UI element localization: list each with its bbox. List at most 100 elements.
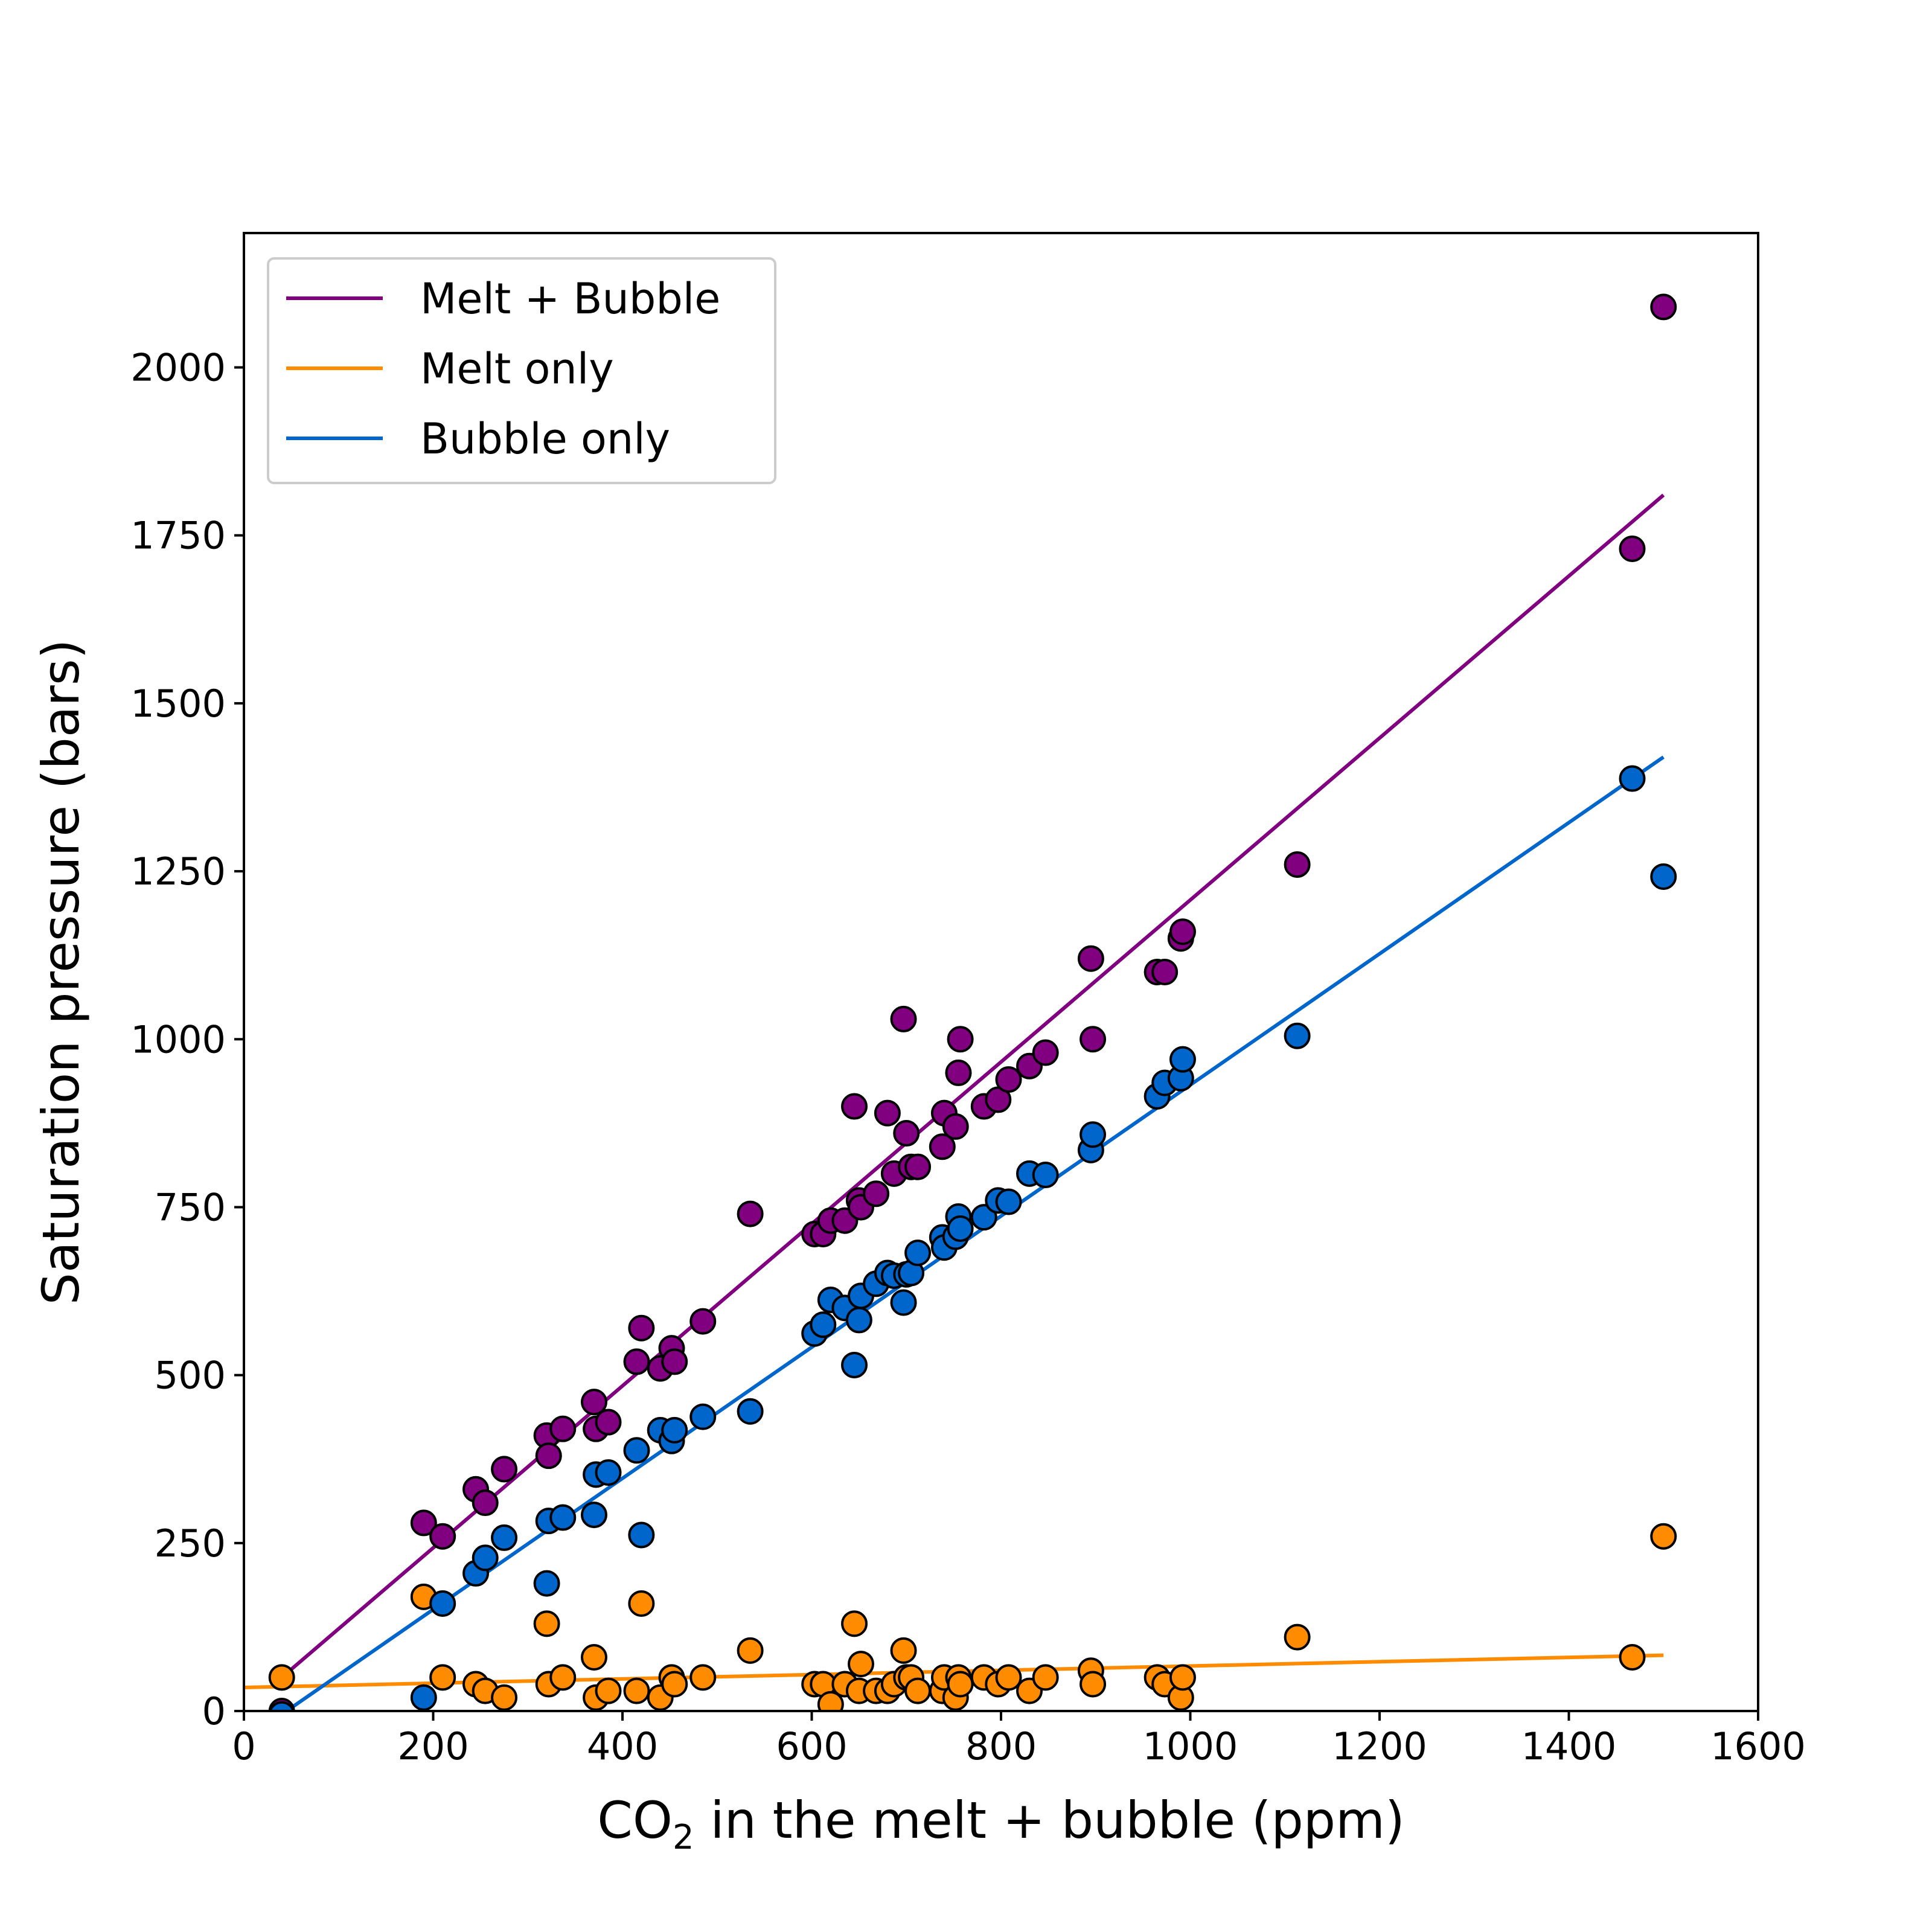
data-point [845,1307,872,1334]
y-tick-label: 1250 [130,849,226,894]
y-tick-label: 1750 [130,514,226,558]
data-point [580,1643,607,1671]
data-point [1080,1671,1107,1698]
trend-line-2 [283,755,1665,1711]
data-point [595,1409,622,1436]
data-point [848,1651,875,1678]
data-point [1032,1039,1059,1066]
y-tick-label: 1000 [130,1017,226,1061]
series-points-0 [268,293,1677,1711]
y-tick-label: 2000 [130,346,226,390]
data-point [1284,1623,1311,1651]
data-point [904,1153,932,1180]
data-point [623,1677,650,1704]
data-point [1619,765,1646,792]
y-tick-label: 250 [155,1521,226,1566]
data-point [472,1544,499,1572]
data-point [269,1701,295,1711]
data-point [1650,1523,1677,1550]
x-tick-label: 800 [965,1724,1037,1768]
data-point [1169,1046,1196,1073]
data-point [535,1442,562,1470]
data-point [890,1005,917,1032]
data-point [628,1521,655,1549]
data-point [737,1200,764,1227]
data-point [863,1180,890,1208]
data-point [904,1677,932,1704]
data-point [580,1502,607,1529]
y-tick-label: 0 [202,1689,226,1733]
data-point [491,1684,518,1711]
data-point [942,1113,969,1140]
data-point [817,1690,844,1711]
data-point [549,1504,577,1531]
data-point [623,1348,650,1375]
x-tick-label: 1000 [1143,1724,1238,1768]
x-tick-label: 600 [776,1724,847,1768]
data-point [268,1664,295,1691]
data-point [1619,535,1646,562]
series-points-2 [269,765,1677,1711]
data-point [628,1314,655,1342]
data-point [1032,1162,1059,1189]
data-point [1650,863,1677,890]
y-tick-label: 500 [155,1354,226,1398]
legend: Melt + Bubble Melt only Bubble only [267,257,776,484]
data-point [623,1437,650,1464]
data-point [970,1204,997,1231]
legend-label: Melt only [420,344,614,394]
legend-box [267,257,776,484]
data-point [841,1093,868,1120]
x-tick-label: 1200 [1332,1724,1427,1768]
data-point [472,1489,499,1517]
data-point [1284,851,1311,878]
data-point [890,1637,917,1664]
data-point [995,1066,1022,1093]
data-point [874,1099,901,1127]
data-point [1032,1664,1059,1691]
data-point [661,1671,688,1698]
x-axis-label: CO2 in the melt + bubble (ppm) [597,1791,1404,1857]
data-point [841,1610,868,1637]
data-point [1151,959,1179,985]
data-point [429,1590,456,1617]
data-point [689,1664,717,1691]
data-point [945,1059,972,1086]
legend-label: Bubble only [420,414,670,464]
x-tick-label: 1600 [1710,1724,1806,1768]
y-tick-label: 1500 [130,682,226,726]
data-point [429,1523,456,1550]
data-point [737,1637,764,1664]
data-point [661,1416,688,1444]
x-tick-label: 1400 [1521,1724,1617,1768]
y-tick-label: 750 [155,1185,226,1229]
data-point [595,1677,622,1704]
data-point [890,1289,917,1316]
data-point [491,1524,518,1551]
x-tick-label: 0 [232,1724,255,1768]
data-point [947,1671,974,1698]
data-point [1619,1643,1646,1671]
data-point [1650,293,1677,321]
x-tick-label: 200 [397,1724,469,1768]
data-point [580,1389,607,1416]
data-point [661,1348,688,1375]
plot-marks [244,293,1677,1711]
data-point [947,1215,974,1243]
x-axis-ticks: 0 200 400 600 800 1000 1200 1400 1600 [232,1711,1806,1768]
data-point [1080,1026,1107,1053]
data-point [737,1398,764,1425]
data-point [549,1415,577,1442]
data-point [995,1664,1022,1691]
y-axis-label: Saturation pressure (bars) [31,639,91,1305]
data-point [904,1239,932,1267]
data-point [893,1120,920,1147]
data-point [429,1664,456,1691]
data-point [810,1311,837,1339]
data-point [689,1308,717,1335]
data-point [1077,945,1104,972]
data-point [491,1456,518,1483]
data-point [1169,918,1196,945]
data-point [947,1026,974,1053]
data-point [533,1610,560,1637]
